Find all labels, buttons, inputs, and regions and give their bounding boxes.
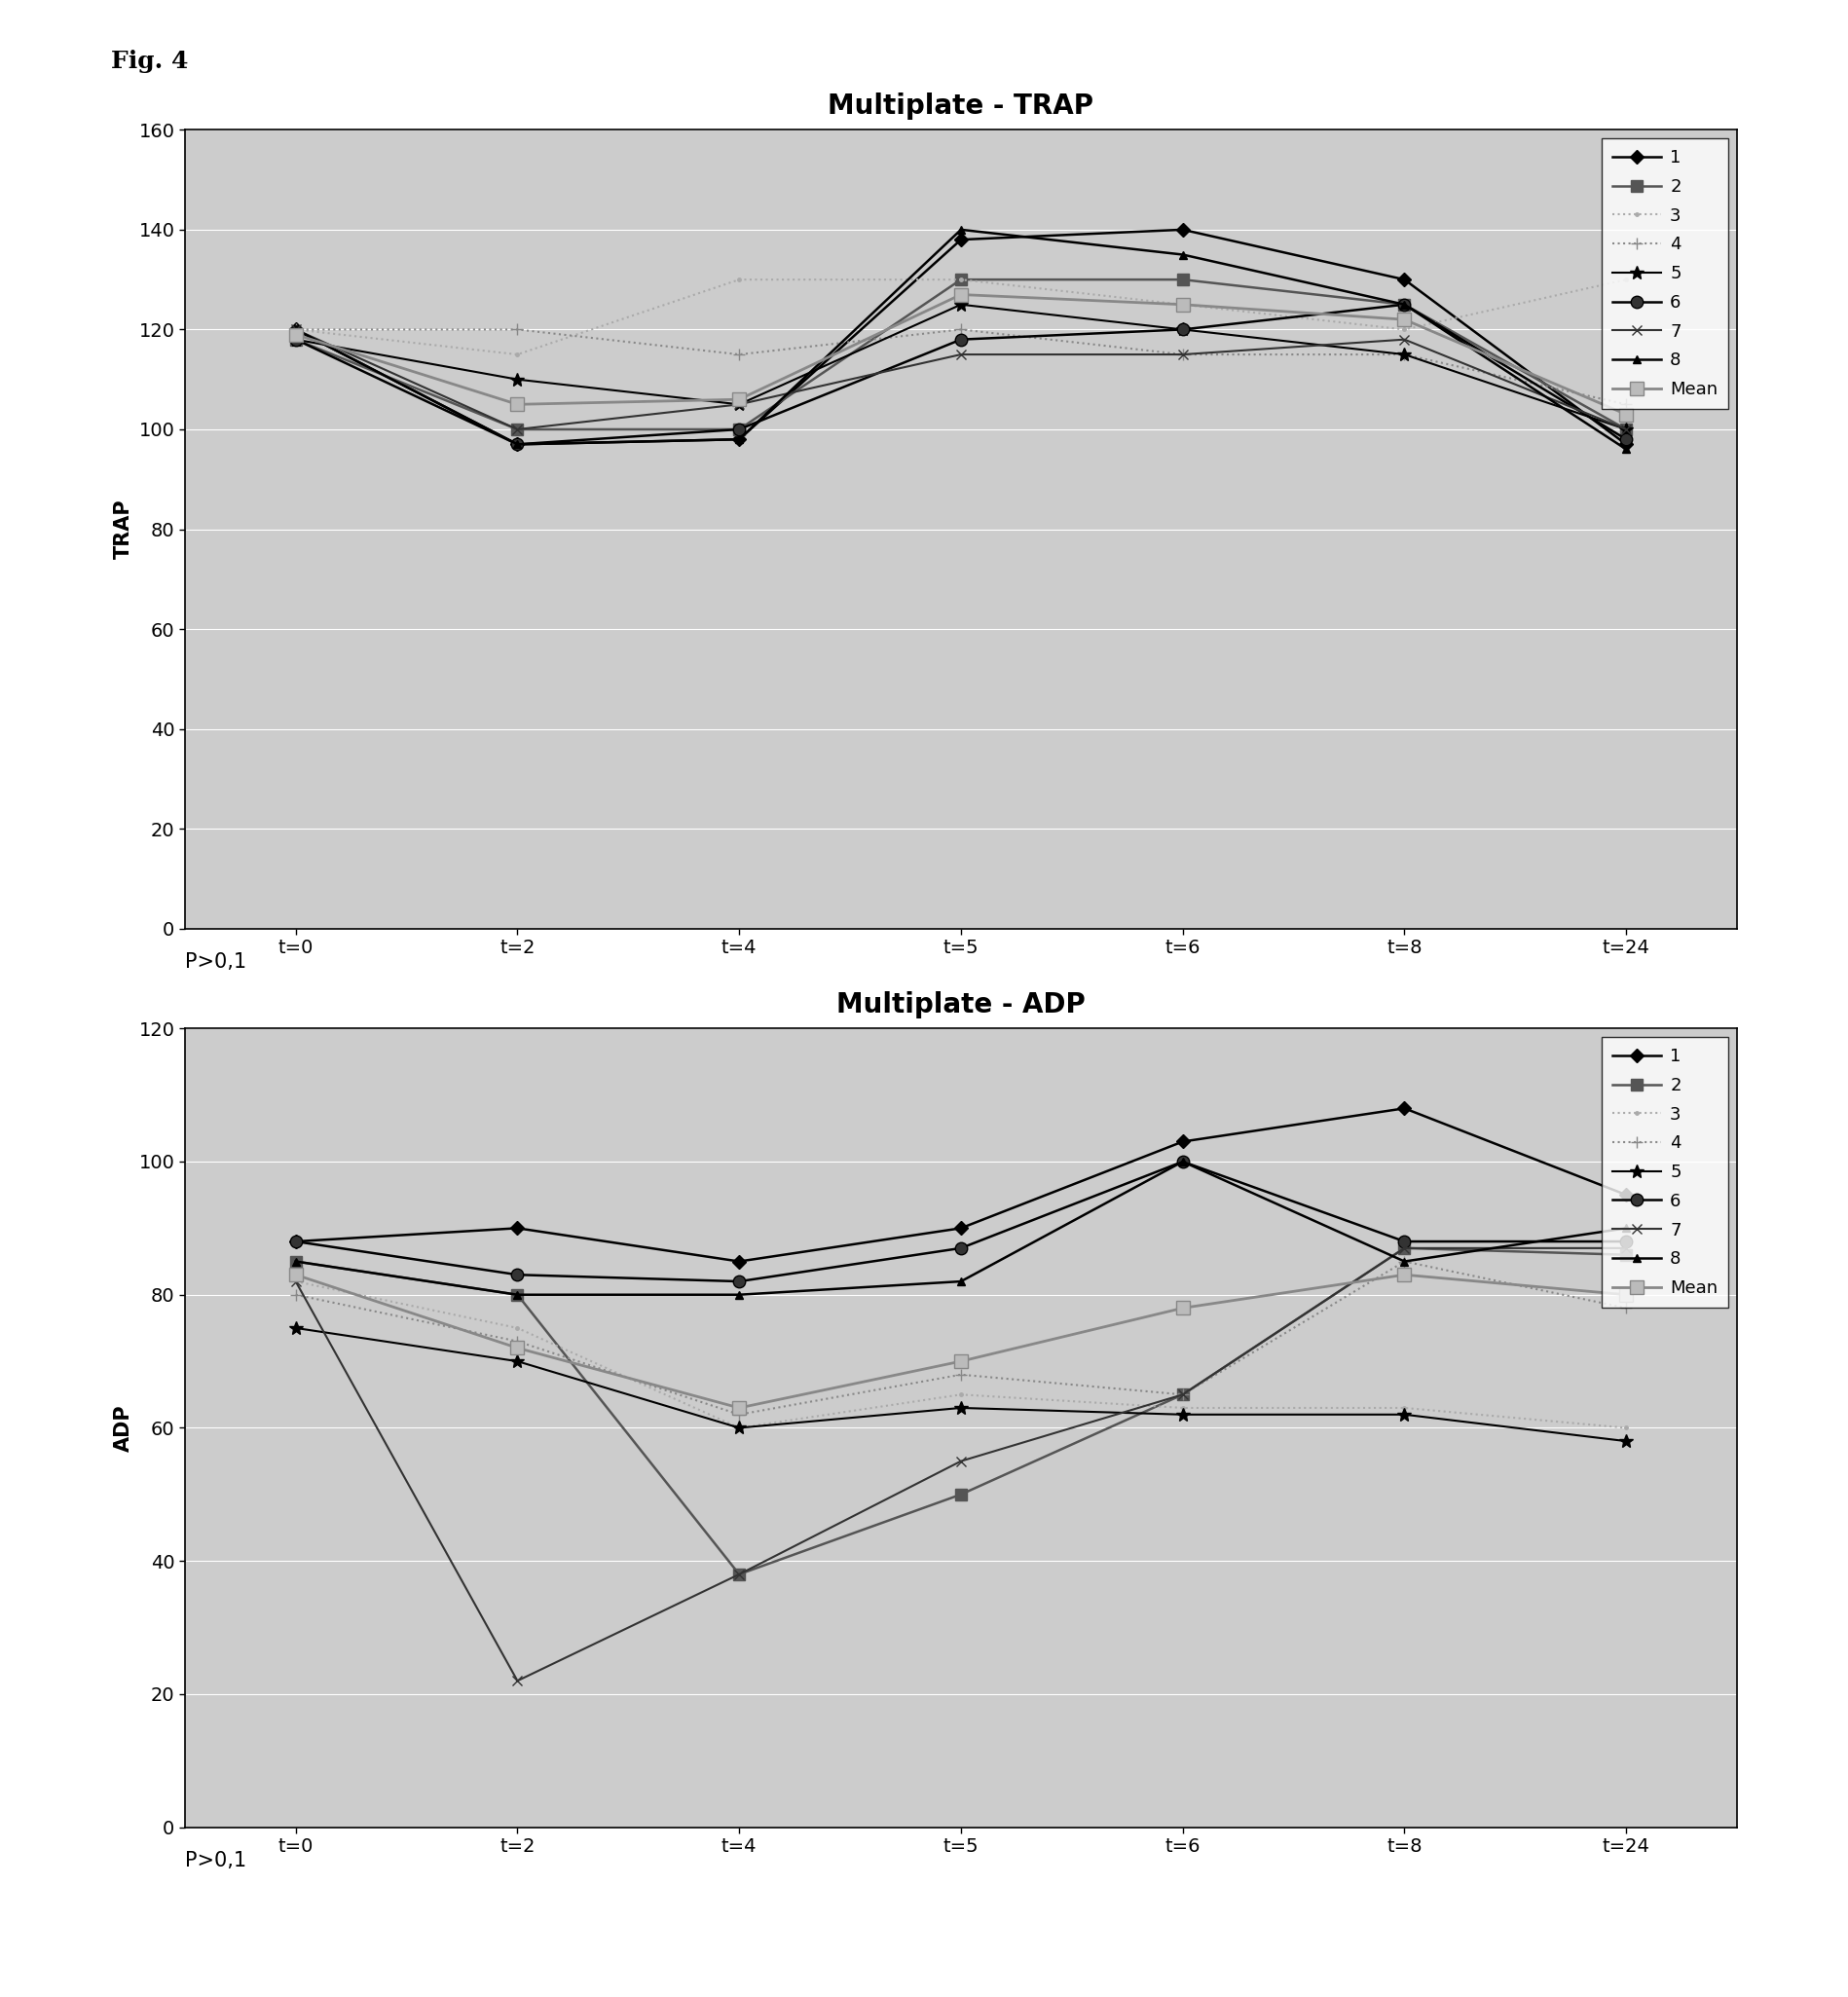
Text: P>0,1: P>0,1 — [185, 1851, 246, 1871]
Legend: 1, 2, 3, 4, 5, 6, 7, 8, Mean: 1, 2, 3, 4, 5, 6, 7, 8, Mean — [1602, 1036, 1728, 1308]
Y-axis label: TRAP: TRAP — [115, 499, 133, 559]
Legend: 1, 2, 3, 4, 5, 6, 7, 8, Mean: 1, 2, 3, 4, 5, 6, 7, 8, Mean — [1602, 138, 1728, 409]
Text: Fig. 4: Fig. 4 — [111, 50, 188, 74]
Y-axis label: ADP: ADP — [115, 1404, 133, 1452]
Text: P>0,1: P>0,1 — [185, 953, 246, 973]
Title: Multiplate - ADP: Multiplate - ADP — [837, 991, 1085, 1018]
Title: Multiplate - TRAP: Multiplate - TRAP — [828, 92, 1094, 120]
